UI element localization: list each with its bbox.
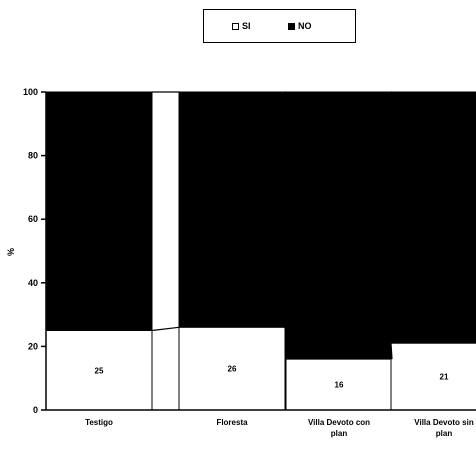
- x-tick-label-0: Testigo: [85, 418, 113, 427]
- legend-swatch-si: [232, 22, 239, 30]
- series-line-si-1: [284, 327, 287, 360]
- y-tick-label-1: 20: [28, 341, 38, 351]
- data-label-1: 26: [228, 365, 237, 374]
- series-line-si-2: [390, 343, 393, 360]
- y-tick-label-3: 60: [28, 214, 38, 224]
- legend-swatch-no: [288, 22, 295, 30]
- x-tick-label-2: Villa Devoto con plan: [308, 418, 370, 438]
- series-line-si-0: [151, 326, 180, 332]
- legend-item-si: SI: [232, 21, 251, 31]
- y-tick-label-0: 0: [33, 405, 38, 415]
- legend-label-si: SI: [242, 21, 251, 31]
- y-tick-label-4: 80: [28, 151, 38, 161]
- y-axis-label: %: [6, 248, 16, 256]
- bar-si-1: [178, 326, 286, 411]
- legend: SI NO: [203, 9, 356, 43]
- legend-label-no: NO: [298, 21, 312, 31]
- y-tick-label-5: 100: [23, 87, 38, 97]
- bar-si-3: [390, 342, 476, 411]
- data-label-0: 25: [95, 366, 104, 375]
- x-tick-label-1: Floresta: [216, 418, 248, 427]
- bar-no-2: [285, 91, 393, 360]
- legend-item-no: NO: [288, 21, 312, 31]
- x-tick-label-3: Villa Devoto sin plan: [414, 418, 474, 438]
- y-tick-label-2: 40: [28, 278, 38, 288]
- data-label-2: 16: [335, 381, 344, 390]
- data-label-3: 21: [440, 373, 449, 382]
- bar-no-0: [45, 91, 153, 331]
- bar-no-1: [178, 91, 286, 328]
- bar-si-2: [285, 358, 393, 411]
- bar-no-3: [390, 91, 476, 344]
